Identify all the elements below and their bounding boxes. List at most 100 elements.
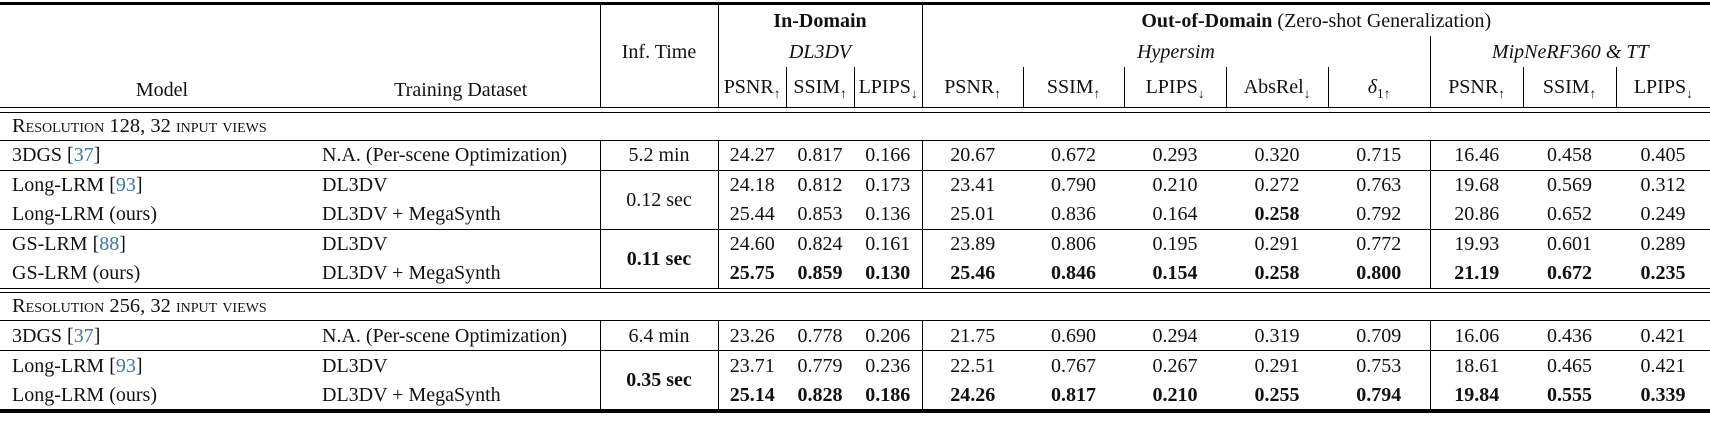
value-cell: 0.836 (1023, 199, 1124, 230)
value-cell: 0.339 (1640, 383, 1686, 406)
bracket: ] (93, 324, 101, 347)
value-cell: 0.258 (1226, 199, 1328, 230)
table-row-longlrm-ours: Long-LRM (ours) DL3DV + MegaSynth 25.14 … (0, 380, 1710, 411)
value-cell: 0.405 (1616, 140, 1710, 171)
model-name: Long-LRM (ours) (12, 203, 157, 225)
value-cell: 0.267 (1152, 354, 1198, 377)
value-cell: 18.61 (1429, 350, 1523, 380)
col-header-psnr: PSNR↑ (1429, 67, 1523, 108)
value-cell: 0.421 (1616, 320, 1710, 351)
value-cell: 20.86 (1429, 199, 1523, 230)
value-cell: 0.806 (1051, 233, 1096, 255)
dataset-hypersim-header: Hypersim (921, 36, 1430, 67)
spacer-cell (0, 4, 600, 37)
model-column-header: Model (135, 79, 189, 101)
value-cell: 0.293 (1124, 140, 1226, 171)
spacer-cell (0, 36, 600, 67)
col-header-lpips: LPIPS↓ (1615, 67, 1710, 108)
value-cell: 0.436 (1523, 320, 1616, 351)
value-cell: 0.790 (1051, 174, 1096, 196)
time-cell-shared: 0.35 sec (599, 350, 718, 411)
time-cell-shared: 0.12 sec (599, 170, 718, 230)
section-title: Resolution 128, 32 input views (0, 112, 1710, 141)
value-cell: 0.291 (1254, 354, 1300, 377)
value-cell: 22.51 (921, 350, 1023, 380)
col-header-ssim: SSIM↑ (1022, 67, 1124, 108)
value-cell: 0.255 (1254, 383, 1300, 406)
out-of-domain-header: Out-of-Domain (Zero-shot Generalization) (921, 3, 1710, 36)
value-cell: 23.89 (921, 229, 1023, 259)
value-cell: 0.319 (1226, 320, 1328, 351)
model-name: Long-LRM (12, 174, 105, 196)
value-cell: 0.690 (1023, 320, 1124, 351)
value-cell: 16.06 (1429, 320, 1523, 351)
value-cell: 0.569 (1547, 174, 1592, 196)
col-header-ssim: SSIM↑ (1522, 67, 1616, 108)
value-cell: 21.75 (921, 320, 1023, 351)
value-cell: 0.320 (1226, 140, 1328, 171)
col-header-absrel: AbsRel↓ (1225, 67, 1328, 108)
col-header-lpips: LPIPS↓ (853, 67, 922, 108)
citation: [37] (67, 144, 100, 166)
model-name: Long-LRM (12, 354, 105, 377)
table-row-longlrm-ours: Long-LRM (ours) DL3DV + MegaSynth 25.44 … (0, 199, 1710, 230)
value-cell: 0.195 (1152, 233, 1198, 255)
double-rule (0, 287, 1710, 293)
table-row-longlrm: Long-LRM [93] DL3DV 0.35 sec 23.71 0.779 … (0, 350, 1710, 411)
out-of-domain-label: Out-of-Domain (1141, 9, 1273, 32)
value-cell: 0.601 (1547, 233, 1592, 255)
citation-link[interactable]: 88 (99, 233, 120, 255)
training-cell: DL3DV + MegaSynth (312, 199, 600, 230)
model-cell: GS-LRM (ours) (0, 259, 312, 289)
value-cell: 0.235 (1640, 262, 1686, 284)
value-cell: 0.136 (854, 199, 922, 230)
model-cell: Long-LRM (ours) (0, 199, 312, 230)
value-cell: 0.258 (1254, 262, 1300, 284)
value-cell: 0.779 (797, 354, 843, 377)
double-rule (0, 107, 1710, 113)
training-column-header: Training Dataset (394, 79, 528, 101)
value-cell: 24.27 (717, 140, 786, 171)
citation-link[interactable]: 93 (115, 174, 136, 196)
bottom-rule (0, 409, 1710, 415)
training-cell: DL3DV + MegaSynth (322, 383, 501, 406)
time-cell: 5.2 min (599, 140, 718, 171)
model-name: 3DGS (12, 324, 63, 347)
citation-link[interactable]: 37 (73, 144, 94, 166)
bracket: [ (109, 354, 116, 377)
value-cell: 0.555 (1547, 383, 1592, 406)
model-cell: Long-LRM [93] (0, 170, 312, 200)
dataset-mipnerf-header: MipNeRF360 & TT (1429, 36, 1710, 67)
value-cell: 0.312 (1640, 174, 1686, 196)
value-cell: 25.46 (921, 258, 1023, 288)
time-cell-shared: 0.11 sec (599, 229, 718, 289)
model-cell: GS-LRM [88] (0, 229, 312, 259)
value-cell: 20.67 (921, 140, 1023, 171)
model-name: GS-LRM (12, 233, 88, 255)
value-cell: 0.672 (1547, 262, 1592, 284)
value-cell: 0.709 (1328, 320, 1430, 351)
header-dataset-row: Inf. Time DL3DV Hypersim MipNeRF360 & TT (0, 36, 1710, 67)
citation-link[interactable]: 93 (115, 354, 136, 377)
table-row-longlrm: Long-LRM [93] DL3DV 0.12 sec 24.18 0.812 … (0, 170, 1710, 230)
bracket: ] (135, 354, 143, 377)
value-cell: 0.672 (1023, 140, 1124, 171)
col-header-lpips: LPIPS↓ (1123, 67, 1226, 108)
section-header-res128: Resolution 128, 32 input views (0, 112, 1710, 141)
value-cell: 0.824 (797, 233, 843, 255)
inf-time-header: Inf. Time (599, 36, 718, 67)
value-cell: 0.161 (865, 233, 911, 255)
value-cell: 0.772 (1356, 233, 1402, 255)
model-cell: Long-LRM (ours) (0, 380, 312, 411)
bracket: ] (93, 144, 101, 166)
value-cell: 19.84 (1429, 380, 1523, 411)
citation-link[interactable]: 37 (73, 324, 94, 347)
results-table: In-Domain Out-of-Domain (Zero-shot Gener… (0, 2, 1710, 415)
section-header-res256: Resolution 256, 32 input views (0, 292, 1710, 321)
value-cell: 23.71 (717, 350, 786, 380)
training-cell: N.A. (Per-scene Optimization) (312, 140, 600, 171)
value-cell: 24.18 (717, 170, 786, 200)
value-cell: 24.26 (921, 380, 1023, 411)
training-cell: DL3DV + MegaSynth (322, 262, 501, 284)
